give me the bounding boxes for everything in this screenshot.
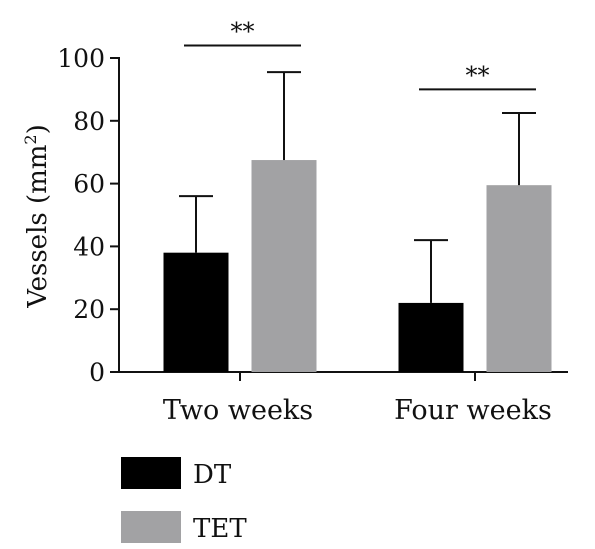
bars	[163, 71, 552, 372]
legend-label-tet: TET	[193, 514, 247, 544]
bar-tet	[251, 160, 317, 372]
significance-label: **	[466, 61, 490, 89]
x-tick-label: Four weeks	[394, 395, 552, 426]
y-axis-label-close: )	[23, 124, 53, 134]
y-tick-label: 60	[73, 170, 105, 199]
bar-tet	[486, 185, 552, 372]
bar-dt	[398, 302, 464, 372]
significance-markers: ** **	[184, 17, 536, 91]
bar-dt	[163, 252, 229, 372]
y-tick-label: 0	[89, 358, 105, 387]
y-tick-label: 80	[73, 107, 105, 136]
y-axis-label-text: Vessels (mm	[23, 145, 53, 309]
legend-swatch-dt	[121, 457, 181, 489]
y-tick-label: 40	[73, 232, 105, 261]
legend: DT TET	[121, 457, 247, 544]
x-tick-label: Two weeks	[163, 395, 313, 426]
y-axis-label: Vessels (mm2)	[21, 124, 53, 309]
y-tick-label: 20	[73, 295, 105, 324]
significance-label: **	[231, 17, 255, 45]
axes: 0 20 40 60 80 100 Two weeks Four weeks	[57, 44, 568, 426]
legend-label-dt: DT	[193, 460, 232, 490]
y-axis-label-superscript: 2	[21, 134, 40, 144]
y-tick-label: 100	[57, 44, 105, 73]
legend-swatch-tet	[121, 511, 181, 543]
